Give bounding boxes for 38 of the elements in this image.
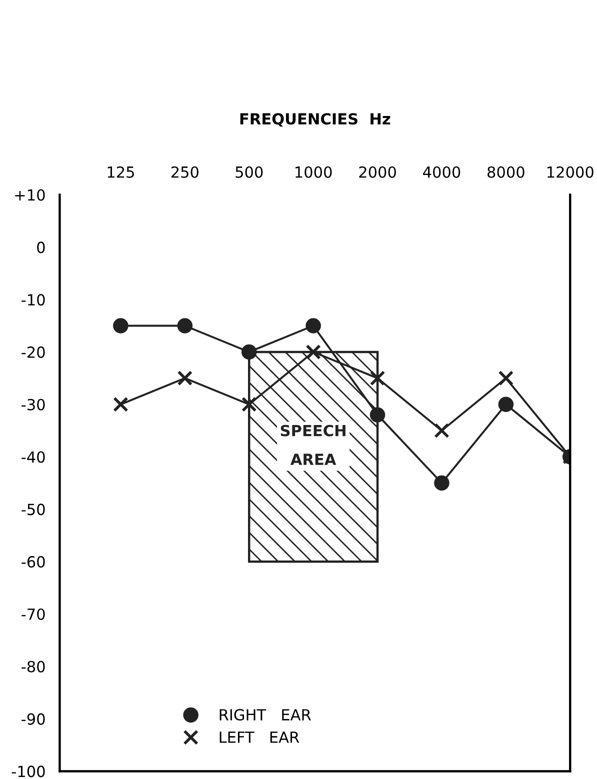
y-tick-label: -40 xyxy=(22,451,45,463)
x-tick-label: 1000 xyxy=(296,166,332,178)
y-tick-label: +10 xyxy=(15,189,45,201)
point xyxy=(434,475,450,491)
point xyxy=(113,318,128,334)
y-tick-label: -30 xyxy=(22,398,45,410)
x-tick-label: 8000 xyxy=(488,166,524,178)
x-tick-label: 125 xyxy=(108,166,134,178)
point xyxy=(370,370,386,386)
point xyxy=(306,344,321,360)
y-tick-label: -20 xyxy=(22,346,45,358)
legend-label: LEFT EAR xyxy=(220,732,300,743)
point xyxy=(306,318,321,334)
y-tick-label: 0 xyxy=(37,242,45,254)
x-axis-title: FREQUENCIES Hz xyxy=(240,113,390,127)
y-tick-label: -80 xyxy=(22,660,45,672)
point xyxy=(498,396,514,412)
y-tick-label: -70 xyxy=(22,608,45,620)
x-tick-label: 12000 xyxy=(548,166,594,178)
y-tick-label: -60 xyxy=(22,556,45,568)
point xyxy=(177,318,193,334)
y-tick-label: -10 xyxy=(22,294,45,306)
point xyxy=(370,407,386,422)
point xyxy=(241,396,257,412)
point xyxy=(498,370,514,386)
x-tick-label: 500 xyxy=(236,166,263,178)
y-tick-label: -100 xyxy=(12,766,45,778)
legend-label: RIGHT EAR xyxy=(220,708,311,721)
band-label: SPEECH AREA xyxy=(280,424,346,465)
y-tick-label: -50 xyxy=(22,504,45,516)
y-tick-label: -90 xyxy=(22,713,45,725)
point xyxy=(434,422,450,438)
point xyxy=(177,370,193,386)
point xyxy=(113,396,128,412)
point xyxy=(241,344,257,360)
x-tick-label: 2000 xyxy=(359,166,396,178)
x-tick-label: 250 xyxy=(171,166,198,178)
x-tick-label: 4000 xyxy=(423,166,460,178)
